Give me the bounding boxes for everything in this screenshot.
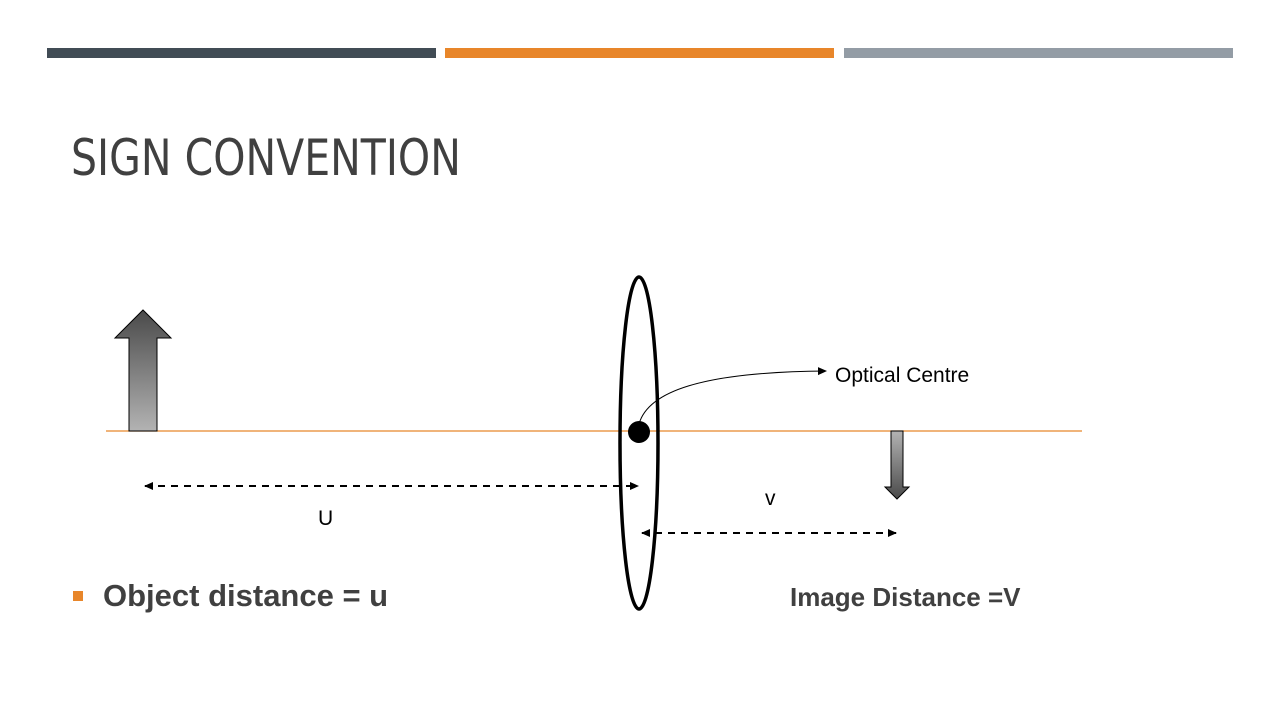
image-distance-label: Image Distance =V: [790, 582, 1021, 612]
accent-bar-dark: [47, 48, 436, 58]
image-arrow: [883, 430, 911, 500]
u-label: U: [318, 507, 333, 530]
square-bullet-icon: [73, 591, 83, 601]
v-label: v: [765, 487, 776, 510]
optical-centre-label: Optical Centre: [835, 364, 969, 387]
optical-centre-pointer: [638, 367, 827, 425]
optical-centre-dot: [628, 421, 650, 443]
slide-title: SIGN CONVENTION: [71, 129, 461, 187]
accent-bar-orange: [445, 48, 834, 58]
object-arrow: [113, 309, 173, 432]
accent-bar-gray: [844, 48, 1233, 58]
object-distance-text: Object distance = u: [103, 578, 389, 613]
convex-lens: [618, 275, 660, 611]
bullet-list-item: Object distance = u: [73, 576, 388, 616]
